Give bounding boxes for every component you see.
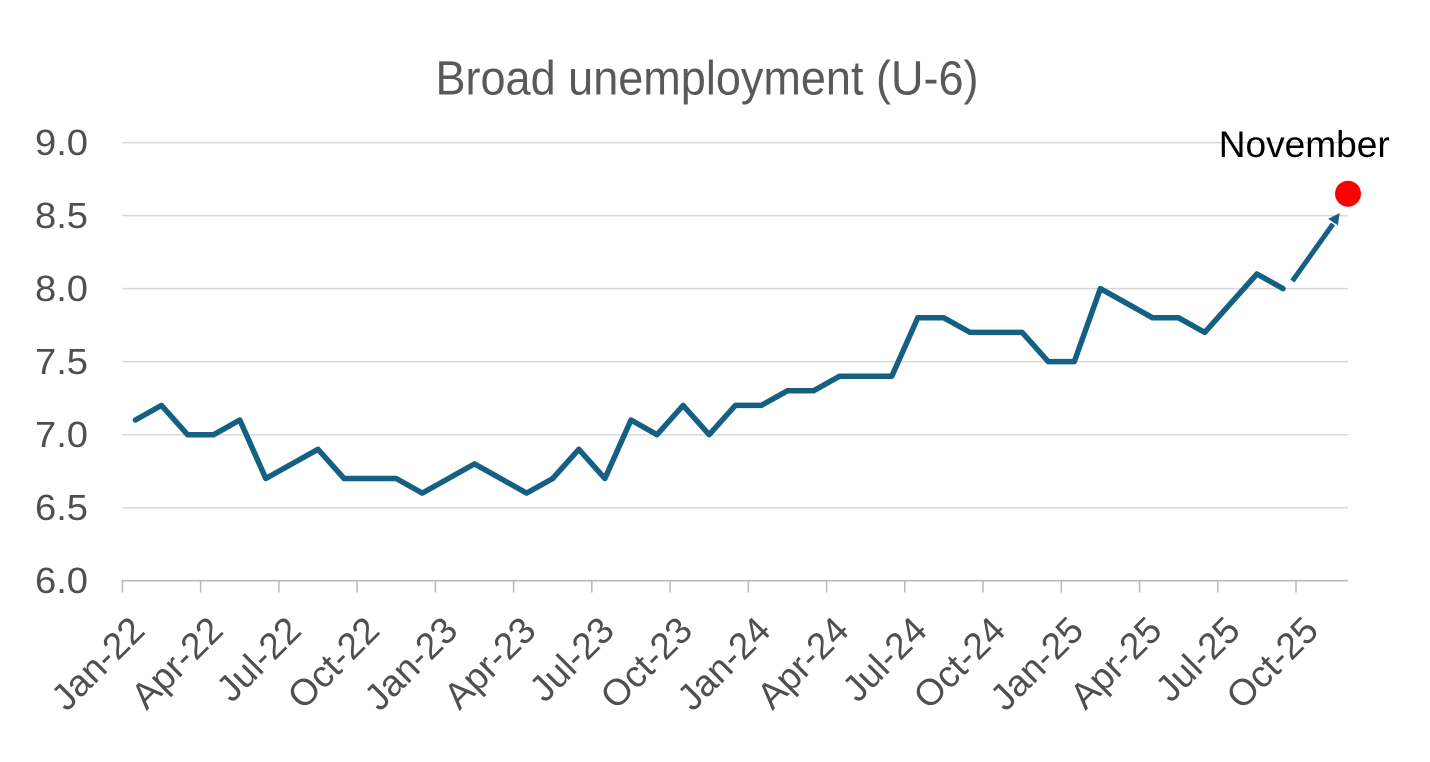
svg-text:6.5: 6.5 <box>35 487 88 528</box>
svg-text:November: November <box>1219 124 1390 165</box>
svg-text:9.0: 9.0 <box>35 122 88 163</box>
svg-text:7.0: 7.0 <box>35 414 88 455</box>
svg-text:7.5: 7.5 <box>35 341 88 382</box>
svg-text:8.0: 8.0 <box>35 268 88 309</box>
svg-text:8.5: 8.5 <box>35 195 88 236</box>
svg-text:6.0: 6.0 <box>35 560 88 601</box>
svg-text:Broad unemployment (U-6): Broad unemployment (U-6) <box>436 53 979 106</box>
